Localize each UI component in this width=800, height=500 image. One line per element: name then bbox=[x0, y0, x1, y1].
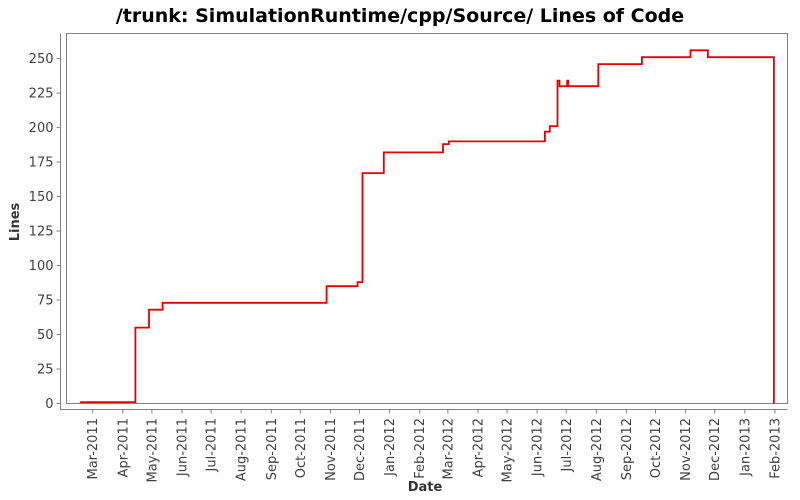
y-tick-label: 25 bbox=[37, 363, 54, 378]
x-tick-label: Dec-2011 bbox=[353, 418, 368, 481]
x-tick-label: May-2012 bbox=[501, 418, 516, 482]
x-tick-label: Jun-2012 bbox=[531, 418, 546, 477]
x-tick-label: Sep-2012 bbox=[620, 418, 635, 480]
y-axis-title: Lines bbox=[8, 202, 23, 241]
x-axis-title: Date bbox=[408, 480, 443, 495]
x-tick-label: Jun-2011 bbox=[175, 418, 190, 477]
x-tick-label: Jul-2011 bbox=[205, 418, 220, 472]
x-tick-label: Aug-2012 bbox=[590, 418, 605, 481]
x-tick-label: Nov-2012 bbox=[679, 418, 694, 481]
x-tick-label: Oct-2012 bbox=[649, 418, 664, 478]
plot-border bbox=[66, 33, 788, 404]
x-tick-label: Oct-2011 bbox=[294, 418, 309, 478]
y-tick-label: 175 bbox=[29, 156, 54, 171]
y-tick-label: 125 bbox=[29, 225, 54, 240]
x-tick-label: Mar-2012 bbox=[441, 418, 456, 479]
x-tick-label: Jan-2012 bbox=[383, 418, 398, 477]
axis-lines bbox=[60, 33, 788, 410]
x-tick-label: Feb-2013 bbox=[768, 418, 783, 479]
x-tick-label: Sep-2011 bbox=[265, 418, 280, 480]
y-tick-label: 250 bbox=[29, 52, 54, 67]
y-tick-label: 100 bbox=[29, 259, 54, 274]
x-tick-label: Mar-2011 bbox=[86, 418, 101, 479]
y-tick-label: 200 bbox=[29, 121, 54, 136]
x-tick-label: Apr-2012 bbox=[471, 418, 486, 477]
axes: 0 25 50 75 100 125 150 175 200 225 250 Mar-2011 Apr-… bbox=[29, 33, 788, 482]
x-tick-label: Dec-2012 bbox=[708, 418, 723, 481]
x-tick-label: Apr-2011 bbox=[116, 418, 131, 477]
y-tick-label: 0 bbox=[45, 397, 53, 412]
x-tick-label: Jan-2013 bbox=[738, 418, 753, 477]
x-tick-label: Jul-2012 bbox=[560, 418, 575, 472]
y-tick-label: 50 bbox=[37, 328, 54, 343]
chart-title: /trunk: SimulationRuntime/cpp/Source/ Li… bbox=[115, 5, 685, 27]
series-line bbox=[80, 49, 775, 404]
y-tick-label: 150 bbox=[29, 190, 54, 205]
y-tick-label: 225 bbox=[29, 87, 54, 102]
series bbox=[80, 49, 775, 404]
x-tick-label: Nov-2011 bbox=[324, 418, 339, 481]
y-tick-label: 75 bbox=[37, 294, 54, 309]
x-tick-label: Aug-2011 bbox=[235, 418, 250, 481]
x-tick-label: May-2011 bbox=[145, 418, 160, 482]
x-tick-label: Feb-2012 bbox=[413, 418, 428, 479]
